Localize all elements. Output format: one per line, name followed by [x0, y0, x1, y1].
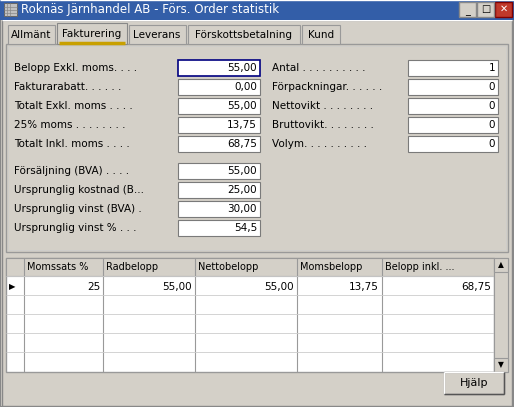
- Bar: [178, 98, 260, 114]
- Text: 55,00: 55,00: [227, 166, 257, 176]
- Text: ▲: ▲: [498, 260, 504, 269]
- Bar: [477, 2, 494, 17]
- Bar: [4, 3, 17, 16]
- Bar: [408, 79, 498, 95]
- Text: Hjälp: Hjälp: [460, 378, 488, 388]
- Bar: [178, 201, 260, 217]
- Text: Fakturering: Fakturering: [62, 29, 122, 39]
- Text: Förskottsbetalning: Förskottsbetalning: [195, 30, 292, 40]
- Bar: [178, 163, 260, 179]
- Text: Belopp Exkl. moms. . . .: Belopp Exkl. moms. . . .: [14, 63, 137, 73]
- Text: Fakturarabatt. . . . . .: Fakturarabatt. . . . . .: [14, 82, 121, 92]
- Text: Allmänt: Allmänt: [11, 30, 51, 40]
- Bar: [178, 182, 260, 198]
- Text: 0: 0: [488, 82, 495, 92]
- Text: Antal . . . . . . . . . .: Antal . . . . . . . . . .: [272, 63, 365, 73]
- Text: Kund: Kund: [308, 30, 334, 40]
- Bar: [178, 60, 260, 76]
- Text: 55,00: 55,00: [162, 282, 192, 292]
- Text: Radbelopp: Radbelopp: [106, 262, 158, 272]
- Text: Totalt Inkl. moms . . . .: Totalt Inkl. moms . . . .: [14, 139, 130, 149]
- Text: Roknäs Järnhandel AB - Förs. Order statistik: Roknäs Järnhandel AB - Förs. Order stati…: [21, 4, 279, 17]
- Bar: [459, 2, 476, 17]
- Text: 68,75: 68,75: [461, 282, 491, 292]
- Bar: [8, 46, 506, 250]
- Bar: [178, 136, 260, 152]
- Bar: [6, 44, 508, 252]
- Text: 55,00: 55,00: [227, 63, 257, 73]
- Text: 1: 1: [488, 63, 495, 73]
- Bar: [178, 117, 260, 133]
- Text: Nettovikt . . . . . . . .: Nettovikt . . . . . . . .: [272, 101, 373, 111]
- Text: 13,75: 13,75: [227, 120, 257, 130]
- Text: 54,5: 54,5: [234, 223, 257, 233]
- Text: ▶: ▶: [9, 282, 15, 291]
- Text: Volym. . . . . . . . . .: Volym. . . . . . . . . .: [272, 139, 367, 149]
- Bar: [6, 258, 494, 276]
- Bar: [408, 98, 498, 114]
- Bar: [178, 220, 260, 236]
- Bar: [494, 258, 508, 272]
- Bar: [408, 136, 498, 152]
- Text: Leverans: Leverans: [133, 30, 181, 40]
- Text: Totalt Exkl. moms . . . .: Totalt Exkl. moms . . . .: [14, 101, 133, 111]
- Bar: [188, 25, 300, 44]
- Text: _: _: [466, 6, 470, 16]
- Bar: [178, 79, 260, 95]
- Bar: [0, 0, 514, 20]
- Text: Ursprunglig vinst % . . .: Ursprunglig vinst % . . .: [14, 223, 137, 233]
- Bar: [6, 258, 494, 372]
- Bar: [495, 2, 512, 17]
- Text: 55,00: 55,00: [264, 282, 294, 292]
- Text: 0: 0: [488, 120, 495, 130]
- Text: 25% moms . . . . . . . .: 25% moms . . . . . . . .: [14, 120, 125, 130]
- Text: Nettobelopp: Nettobelopp: [198, 262, 259, 272]
- Bar: [302, 25, 340, 44]
- Bar: [57, 23, 127, 44]
- Bar: [408, 117, 498, 133]
- Text: Momsbelopp: Momsbelopp: [300, 262, 362, 272]
- Bar: [408, 60, 498, 76]
- Text: 25: 25: [87, 282, 100, 292]
- Text: Ursprunglig vinst (BVA) .: Ursprunglig vinst (BVA) .: [14, 204, 142, 214]
- Text: Bruttovikt. . . . . . . .: Bruttovikt. . . . . . . .: [272, 120, 374, 130]
- Text: Belopp inkl. ...: Belopp inkl. ...: [385, 262, 454, 272]
- Text: 13,75: 13,75: [349, 282, 379, 292]
- Text: 0: 0: [488, 139, 495, 149]
- Bar: [444, 372, 504, 394]
- Bar: [129, 25, 186, 44]
- Bar: [8, 25, 55, 44]
- Text: 0,00: 0,00: [234, 82, 257, 92]
- Text: Ursprunglig kostnad (B...: Ursprunglig kostnad (B...: [14, 185, 144, 195]
- Text: 68,75: 68,75: [227, 139, 257, 149]
- Text: 55,00: 55,00: [227, 101, 257, 111]
- Text: Förpackningar. . . . . .: Förpackningar. . . . . .: [272, 82, 382, 92]
- Text: 30,00: 30,00: [228, 204, 257, 214]
- Text: Försäljning (BVA) . . . .: Försäljning (BVA) . . . .: [14, 166, 129, 176]
- Text: 0: 0: [488, 101, 495, 111]
- Text: Momssats %: Momssats %: [27, 262, 88, 272]
- Text: ▼: ▼: [498, 361, 504, 370]
- Bar: [494, 258, 508, 372]
- Text: ✕: ✕: [500, 4, 508, 14]
- Bar: [494, 358, 508, 372]
- Text: □: □: [482, 4, 491, 14]
- Text: 25,00: 25,00: [227, 185, 257, 195]
